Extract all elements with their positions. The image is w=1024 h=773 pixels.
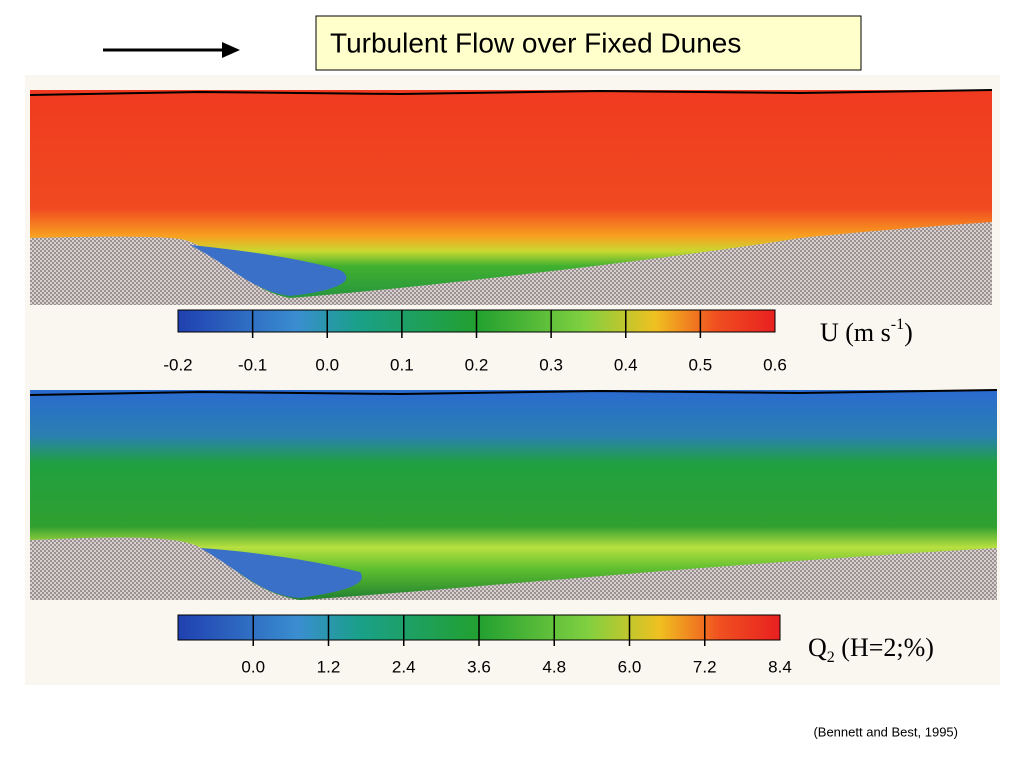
colorbar-tick-label: 0.1 <box>390 355 414 374</box>
colorbar-tick-label: 2.4 <box>392 657 416 676</box>
colorbar-tick-label: 0.6 <box>763 355 787 374</box>
colorbar-tick-label: 0.0 <box>315 355 339 374</box>
recirculation-zone <box>190 245 347 296</box>
water-surface <box>29 389 998 396</box>
colorbar-tick-label: 6.0 <box>618 657 642 676</box>
colorbar-tick-label: 8.4 <box>768 657 792 676</box>
colorbar-tick-label: -0.1 <box>238 355 267 374</box>
dune-bed <box>30 537 300 600</box>
colorbar-tick-label: 7.2 <box>693 657 717 676</box>
colorbar-tick-label: 1.2 <box>317 657 341 676</box>
colorbar-label: Q2 (H=2;%) <box>808 633 934 666</box>
colorbar-label: U (m s-1) <box>820 316 913 347</box>
colorbar-tick-label: 0.3 <box>539 355 563 374</box>
colorbar-tick-label: 0.2 <box>465 355 489 374</box>
dune-bed <box>30 222 992 305</box>
colorbar-tick-label: 0.0 <box>241 657 265 676</box>
title-box <box>315 15 862 71</box>
water-surface <box>29 89 993 96</box>
arrow-head <box>222 42 240 58</box>
colorbar-tick-label: 0.5 <box>689 355 713 374</box>
colorbar-tick-label: 4.8 <box>542 657 566 676</box>
title: Turbulent Flow over Fixed Dunes <box>330 27 741 58</box>
colorbar-tick-label: 3.6 <box>467 657 491 676</box>
recirculation-zone <box>200 548 362 598</box>
colorbar-tick-label: 0.4 <box>614 355 638 374</box>
citation: (Bennett and Best, 1995) <box>813 724 958 739</box>
colorbar-tick-label: -0.2 <box>163 355 192 374</box>
dune-bed <box>300 548 997 600</box>
